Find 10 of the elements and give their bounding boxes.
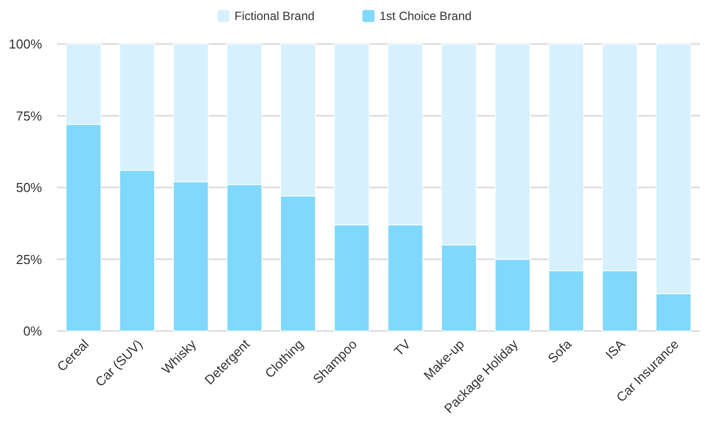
legend-label: 1st Choice Brand [380, 9, 472, 24]
x-tick-label: Sofa [544, 336, 575, 366]
x-tick-label: ISA [602, 336, 628, 362]
y-tick-label: 25% [16, 252, 42, 267]
y-tick-label: 50% [16, 180, 42, 196]
y-tick-label: 0% [23, 324, 42, 339]
x-tick-label: TV [391, 336, 414, 359]
y-tick-label: 75% [16, 108, 42, 124]
series-label: Fictional Brand [234, 9, 315, 24]
y-tick-label: 100% [8, 36, 42, 52]
